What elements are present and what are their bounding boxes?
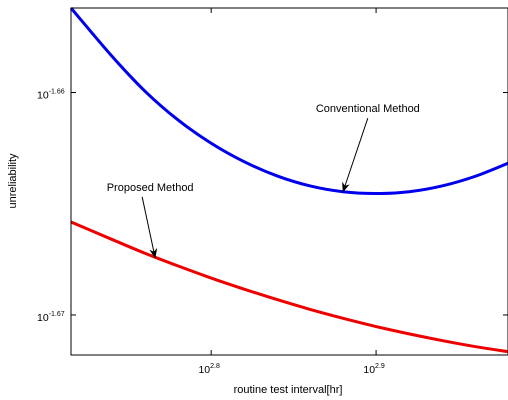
- series-layer: [69, 7, 508, 354]
- x-tick-label: 102.8: [198, 363, 220, 376]
- x-tick-exponent: 2.9: [375, 363, 385, 370]
- annotation-proposed-label: Proposed Method: [107, 182, 194, 194]
- x-tick-base: 10: [363, 364, 375, 376]
- annotation-layer: Conventional Method Proposed Method: [107, 103, 420, 259]
- y-tick-exponent: -1.66: [49, 89, 65, 96]
- plot-frame: [70, 7, 508, 356]
- x-axis-title: routine test interval[hr]: [234, 384, 343, 396]
- y-tick-exponent: -1.67: [49, 311, 65, 318]
- series-line-conventional: [69, 7, 508, 196]
- y-tick-label: 10-1.66: [37, 89, 65, 102]
- y-axis-title: unreliability: [7, 153, 19, 209]
- annotation-conventional-label: Conventional Method: [316, 103, 420, 115]
- y-tick-base: 10: [37, 312, 49, 324]
- x-tick-exponent: 2.8: [210, 363, 220, 370]
- x-tick-base: 10: [198, 364, 210, 376]
- x-tick-label: 102.9: [363, 363, 385, 376]
- annotation-proposed-arrow: [141, 196, 158, 259]
- annotation-conventional-arrow: [342, 117, 369, 193]
- series-line-proposed: [70, 220, 508, 354]
- y-tick-base: 10: [37, 90, 49, 102]
- y-tick-label: 10-1.67: [37, 311, 65, 324]
